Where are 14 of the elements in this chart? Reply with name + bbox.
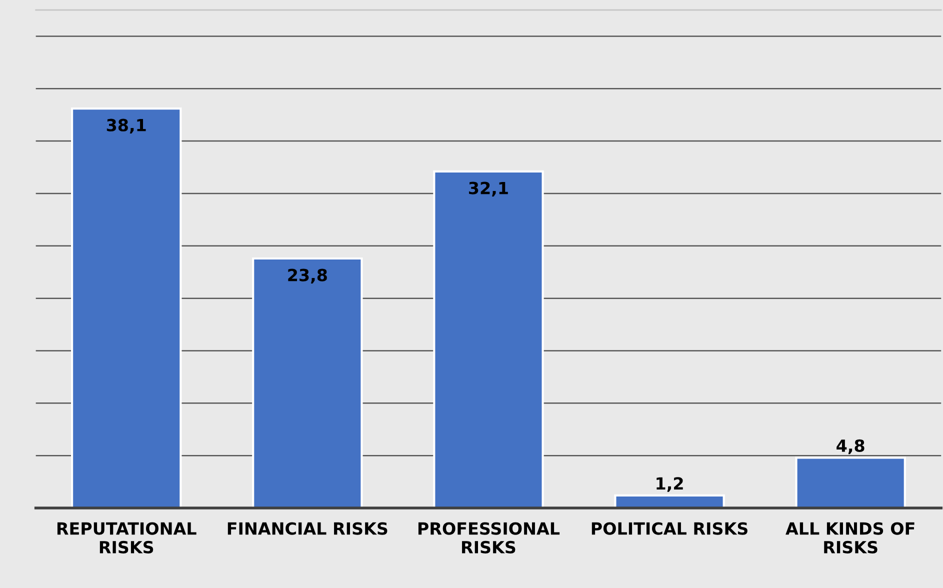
bar bbox=[252, 257, 363, 508]
x-tick-label: PROFESSIONAL RISKS bbox=[418, 522, 560, 554]
x-tick-label: REPUTATIONAL RISKS bbox=[57, 522, 196, 554]
data-label: 32,1 bbox=[469, 182, 508, 196]
bar bbox=[71, 108, 182, 508]
data-label: 4,8 bbox=[836, 439, 864, 454]
data-label: 23,8 bbox=[288, 268, 327, 284]
x-tick-label: POLITICAL RISKS bbox=[592, 522, 748, 535]
data-label: 38,1 bbox=[106, 118, 146, 134]
x-tick-label: FINANCIAL RISKS bbox=[228, 522, 388, 535]
bar bbox=[433, 170, 544, 508]
x-tick-label: ALL KINDS OF RISKS bbox=[786, 522, 914, 554]
bar bbox=[795, 456, 906, 508]
data-label: 1,2 bbox=[656, 477, 683, 492]
